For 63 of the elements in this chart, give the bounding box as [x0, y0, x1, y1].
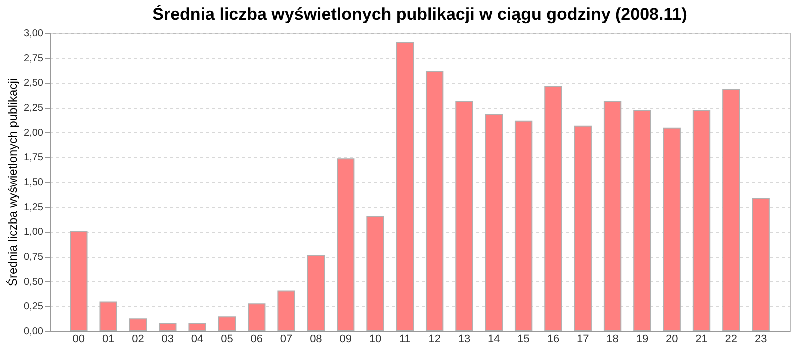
bar — [663, 128, 681, 332]
x-tick-label: 21 — [696, 334, 708, 346]
bar — [426, 71, 444, 332]
bar — [752, 198, 770, 332]
y-tick-label: 1,75 — [24, 152, 44, 164]
x-tick-label: 23 — [754, 334, 768, 346]
bar — [366, 216, 384, 332]
y-tick-label: 1,00 — [24, 227, 44, 238]
x-tick-label: 08 — [310, 334, 322, 346]
y-tick-label: 0,75 — [24, 252, 44, 263]
x-tick-label: 10 — [369, 334, 382, 346]
x-tick-label: 16 — [547, 334, 560, 346]
x-tick-label: 20 — [666, 334, 678, 346]
bar — [129, 318, 148, 332]
y-tick-label: 0,00 — [24, 326, 44, 338]
chart-title: Średnia liczba wyświetlonych publikacji w ciągu godziny (2008.11) — [152, 4, 688, 24]
x-tick-label: 03 — [162, 334, 174, 346]
x-tick-label: 00 — [72, 334, 86, 346]
x-tick-label: 01 — [102, 334, 115, 346]
bar — [456, 101, 474, 332]
bar — [574, 126, 592, 332]
bar — [722, 89, 740, 332]
bar — [485, 114, 503, 332]
x-tick-label: 13 — [458, 334, 471, 346]
bar — [278, 290, 296, 332]
bar — [159, 324, 177, 332]
bar — [396, 42, 414, 332]
bar — [604, 101, 622, 332]
x-tick-label: 17 — [577, 334, 590, 346]
y-tick-label: 2,25 — [24, 103, 44, 114]
bar — [248, 304, 266, 332]
bar — [188, 324, 206, 332]
bar — [544, 86, 562, 332]
x-tick-label: 04 — [191, 334, 204, 346]
x-tick-label: 19 — [636, 334, 649, 346]
x-tick-label: 09 — [340, 334, 352, 346]
y-tick-label: 2,00 — [24, 128, 44, 139]
x-tick-label: 15 — [518, 334, 530, 346]
bar — [218, 316, 236, 332]
x-tick-label: 05 — [221, 334, 234, 346]
x-tick-label: 02 — [132, 334, 144, 346]
y-tick-label: 0,25 — [24, 302, 44, 313]
bar — [337, 158, 355, 332]
x-tick-label: 14 — [488, 334, 500, 346]
x-tick-label: 11 — [399, 334, 411, 346]
x-tick-label: 07 — [280, 334, 293, 346]
y-tick-label: 3,00 — [24, 28, 44, 40]
y-tick-label: 2,50 — [24, 78, 44, 90]
bar — [634, 110, 652, 332]
bar — [307, 255, 326, 332]
x-tick-label: 22 — [725, 334, 738, 346]
y-tick-label: 0,50 — [24, 276, 44, 288]
y-tick-label: 1,50 — [24, 178, 44, 188]
bar — [100, 302, 118, 332]
x-tick-label: 12 — [428, 334, 441, 346]
y-axis-title: Średnia liczba wyświetlonych publikacji — [6, 78, 20, 287]
x-tick-label: 18 — [606, 334, 619, 346]
bar — [70, 231, 88, 332]
bar — [692, 110, 711, 332]
x-tick-label: 06 — [250, 334, 263, 346]
bar — [514, 120, 533, 332]
y-tick-label: 1,25 — [24, 202, 44, 214]
y-tick-label: 2,75 — [24, 53, 44, 64]
